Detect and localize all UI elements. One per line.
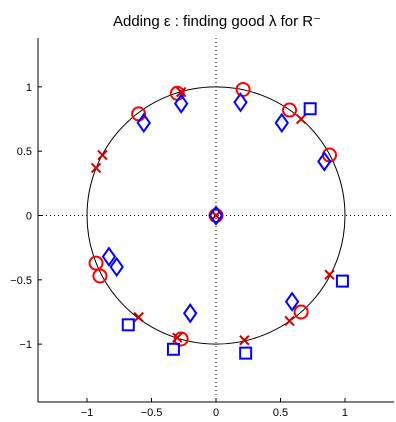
data-point-x	[175, 86, 187, 98]
data-point-square	[239, 346, 253, 360]
data-point-diamond	[274, 112, 290, 134]
data-point-x	[295, 113, 307, 125]
data-point-square	[335, 274, 349, 288]
y-tick-label: 0	[26, 210, 32, 222]
data-point-circle	[293, 304, 309, 320]
data-point-diamond	[173, 93, 189, 114]
data-point-diamond	[317, 151, 332, 172]
plot-area: −1 −0.5 0 0.5 1 −1 −0.5 0 0.5 1	[10, 38, 394, 419]
y-tick-label: 0.5	[17, 146, 32, 158]
data-point-diamond	[109, 256, 124, 278]
y-tick-label: −0.5	[10, 275, 32, 287]
data-point-diamond	[208, 205, 224, 226]
x-tick-label: 0.5	[273, 407, 288, 419]
data-point-x	[172, 332, 183, 343]
data-point-diamond	[136, 112, 151, 134]
data-point-diamond	[101, 246, 117, 267]
y-tick-label: 1	[26, 82, 32, 94]
y-tick-label: −1	[19, 339, 32, 351]
data-point-x	[97, 149, 108, 161]
data-point-diamond	[182, 303, 198, 324]
unit-circle	[86, 86, 346, 345]
data-point-square	[166, 342, 180, 356]
x-tick-label: −1	[81, 407, 94, 419]
data-point-x	[239, 335, 250, 346]
x-tick-label: 1	[342, 407, 348, 419]
x-tick-label: −0.5	[141, 407, 163, 419]
data-point-x	[90, 162, 102, 174]
chart-title: Adding ε : finding good λ for R⁻	[113, 13, 321, 30]
data-point-x	[284, 315, 295, 327]
data-point-square	[303, 102, 317, 116]
data-point-circle	[92, 268, 108, 284]
x-tick-label: 0	[213, 407, 219, 419]
data-point-circle	[282, 102, 298, 118]
data-point-x	[133, 311, 144, 323]
data-point-diamond	[233, 92, 248, 113]
data-point-diamond	[284, 291, 300, 312]
data-point-x	[324, 269, 335, 280]
data-point-square	[121, 318, 135, 332]
